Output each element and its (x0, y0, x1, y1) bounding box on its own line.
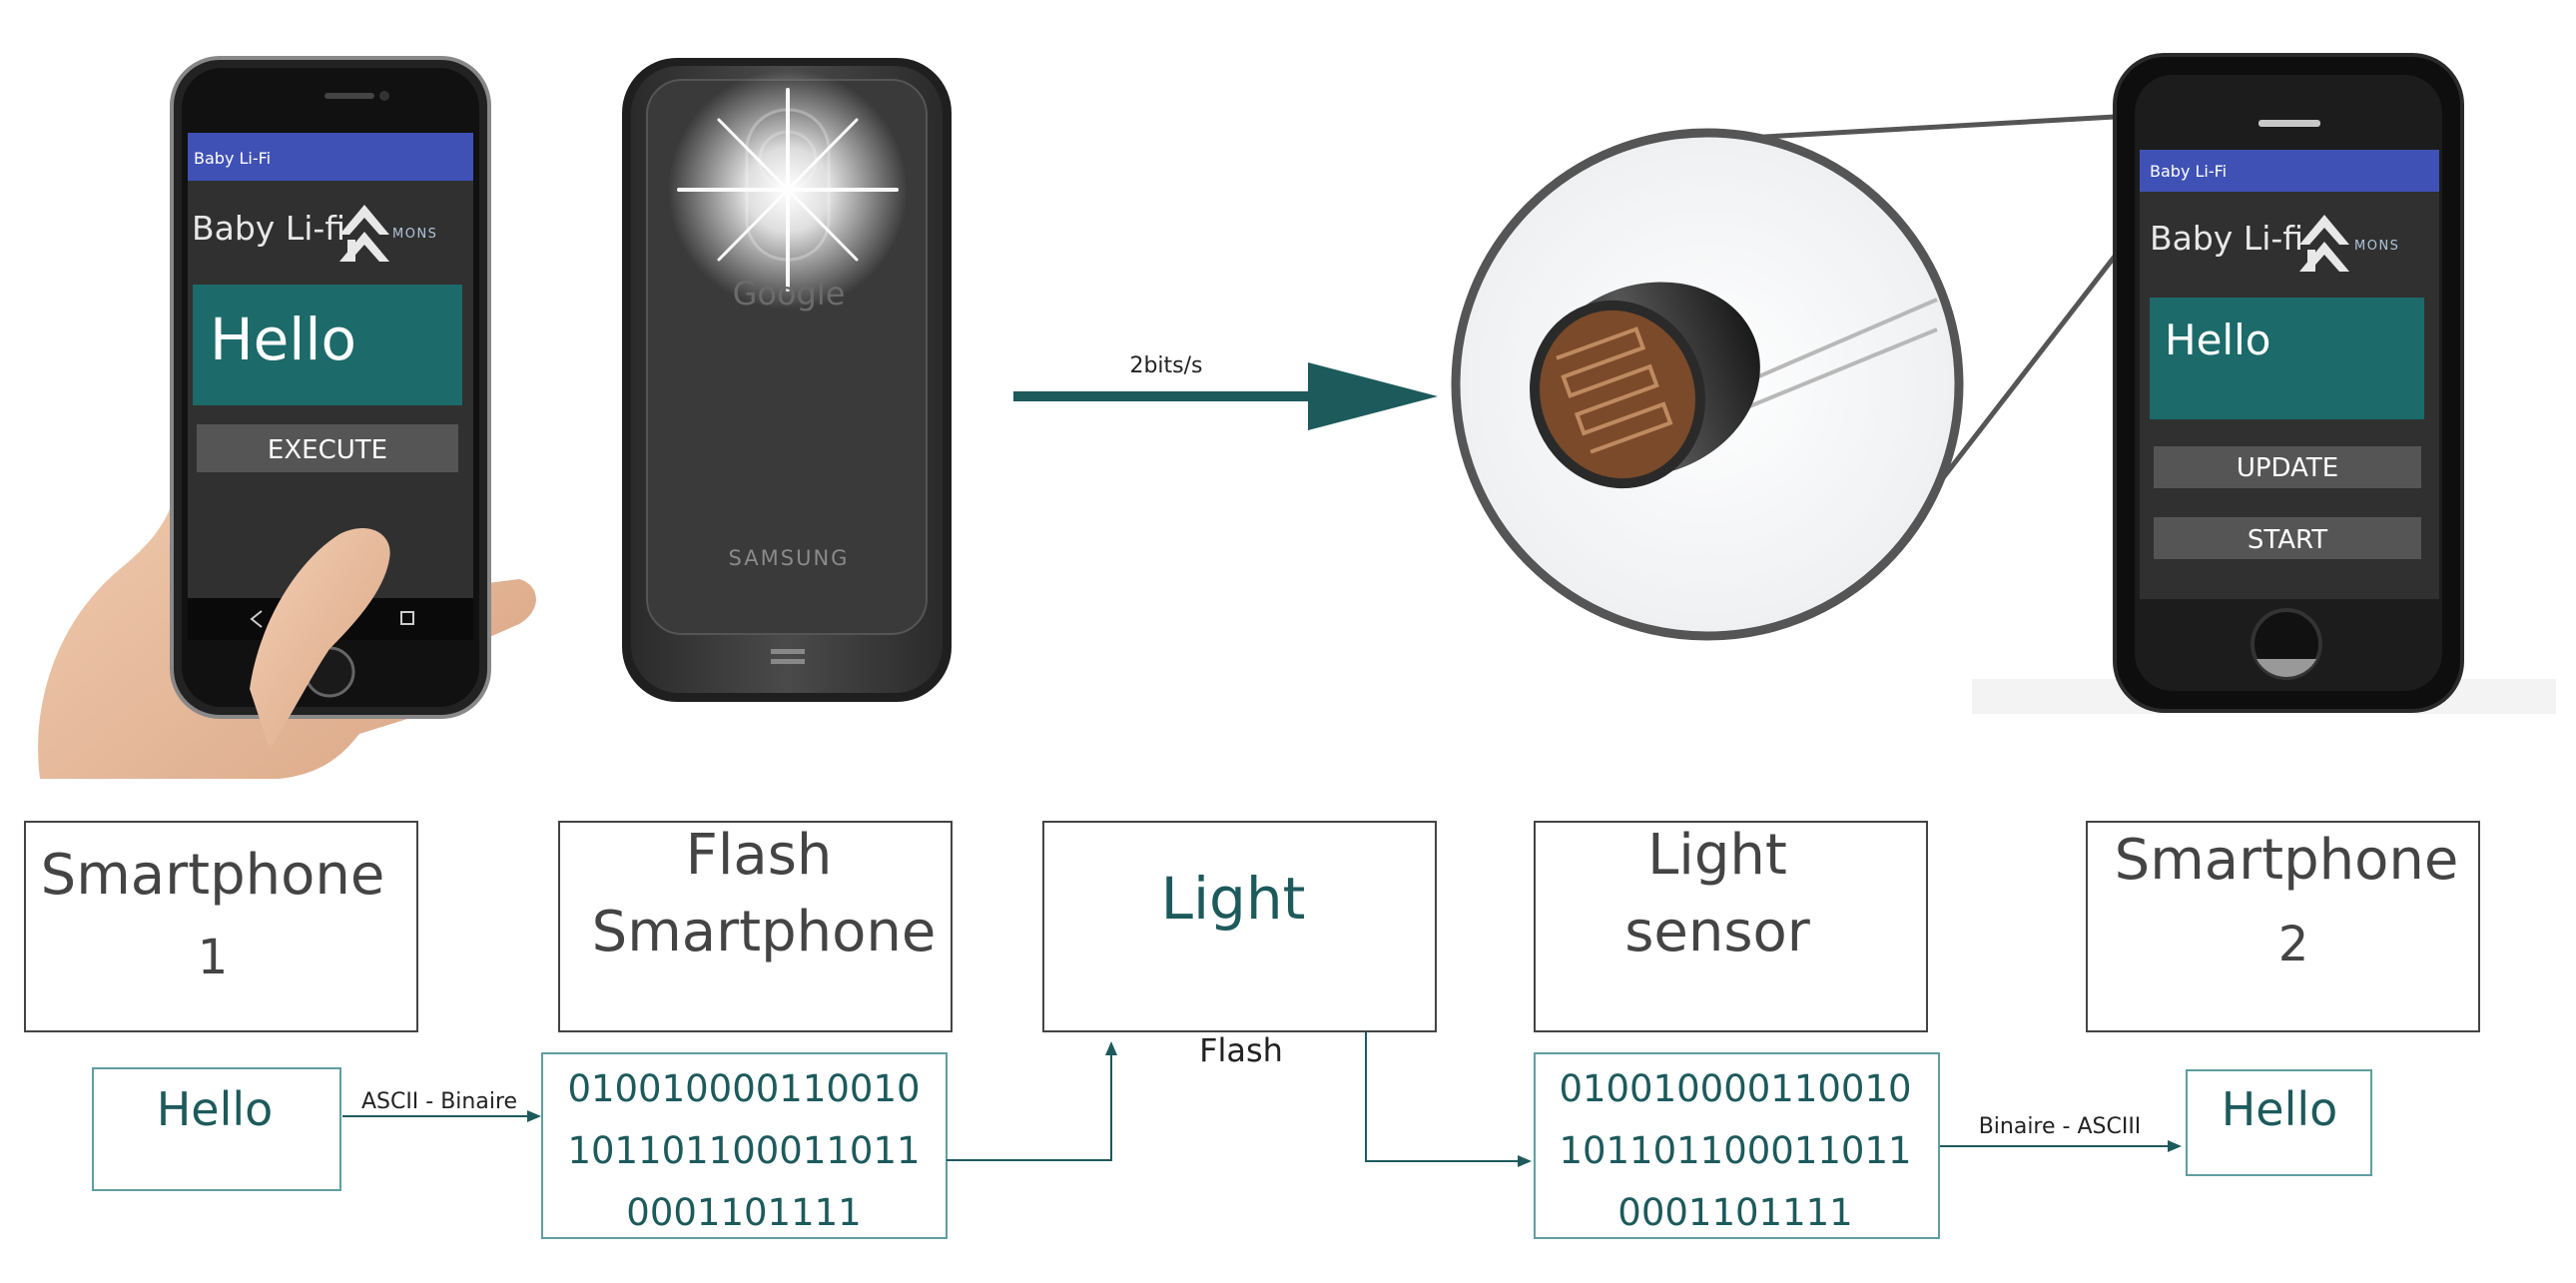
phone1-logo-text: MONS (392, 227, 437, 242)
phone2-header-text: Baby Li-fi (2150, 219, 2303, 258)
phone1-message-area (193, 285, 462, 405)
binary-right-line1: 010010000110010 (1559, 1067, 1911, 1110)
nav-recents-icon[interactable] (400, 611, 414, 625)
hello-input-box (92, 1067, 341, 1191)
flow-diagram: Smartphone 1 Flash Smartphone Light Ligh… (24, 821, 2480, 1239)
binary-left-line3: 0001101111 (626, 1191, 861, 1234)
execute-button-label: EXECUTE (268, 435, 387, 465)
phone2-illustration: Baby Li-Fi Baby Li-fi MONS Hello UPDATE … (1972, 53, 2556, 714)
box-flash-line1: Flash (686, 823, 833, 888)
update-button[interactable] (2154, 446, 2421, 488)
box-smartphone1-line2: 1 (198, 930, 229, 985)
samsung-brand: SAMSUNG (729, 546, 850, 570)
polytech-logo-2: MONS (2299, 215, 2399, 272)
transfer-arrow: 2bits/s (1013, 353, 1438, 430)
flash-phone-illustration: Google SAMSUNG (622, 58, 952, 702)
box-sensor-line2: sensor (1624, 900, 1811, 964)
box-smartphone1-line1: Smartphone (41, 843, 385, 908)
phone2-logo-text: MONS (2354, 239, 2399, 254)
binary-ascii-label: Binaire - ASCIII (1979, 1114, 2142, 1139)
binary-left-line2: 101101100011011 (567, 1129, 920, 1172)
transfer-rate: 2bits/s (1129, 353, 1202, 378)
phone1-message: Hello (210, 306, 356, 373)
hello-input-text: Hello (157, 1082, 274, 1136)
box-flash-smartphone (558, 821, 953, 1032)
binary-left-box (541, 1052, 948, 1239)
phone2-app-bar (2140, 150, 2439, 192)
box-light-line1: Light (1161, 865, 1306, 933)
light-sensor-zoom (1451, 109, 2219, 641)
phone2-message: Hello (2165, 316, 2270, 364)
phone1-header-text: Baby Li-fi (192, 209, 345, 248)
update-button-label: UPDATE (2237, 453, 2338, 483)
execute-button[interactable] (197, 424, 458, 472)
box-sensor-line1: Light (1647, 823, 1787, 888)
phone1-illustration: Baby Li-Fi Baby Li-fi MONS Hello EXECUTE (38, 56, 536, 779)
box-smartphone2-line1: Smartphone (2115, 828, 2459, 893)
box-light (1042, 821, 1437, 1032)
start-button-label: START (2248, 525, 2327, 555)
binary-right-line3: 0001101111 (1617, 1191, 1852, 1234)
phone2-app-title: Baby Li-Fi (2150, 162, 2227, 181)
box-smartphone2 (2086, 821, 2480, 1032)
phone1-app-title: Baby Li-Fi (194, 149, 271, 168)
box-smartphone2-line2: 2 (2278, 917, 2309, 972)
hello-output-text: Hello (2222, 1082, 2338, 1136)
box-flash-line2: Smartphone (592, 900, 937, 964)
hello-output-box (2186, 1069, 2372, 1176)
flash-label: Flash (1199, 1031, 1283, 1069)
ascii-binary-label: ASCII - Binaire (361, 1089, 517, 1114)
binary-right-line2: 101101100011011 (1559, 1129, 1911, 1172)
box-smartphone1 (24, 821, 418, 1032)
binary-right-box (1534, 1052, 1940, 1239)
polytech-logo: MONS (339, 205, 437, 262)
start-button[interactable] (2154, 517, 2421, 559)
google-brand: Google (733, 275, 846, 313)
phone1-app-bar (188, 133, 473, 181)
binary-left-line1: 010010000110010 (567, 1067, 920, 1110)
box-light-sensor (1534, 821, 1928, 1032)
phone2-message-area (2150, 298, 2424, 419)
nav-back-icon[interactable] (250, 610, 263, 628)
